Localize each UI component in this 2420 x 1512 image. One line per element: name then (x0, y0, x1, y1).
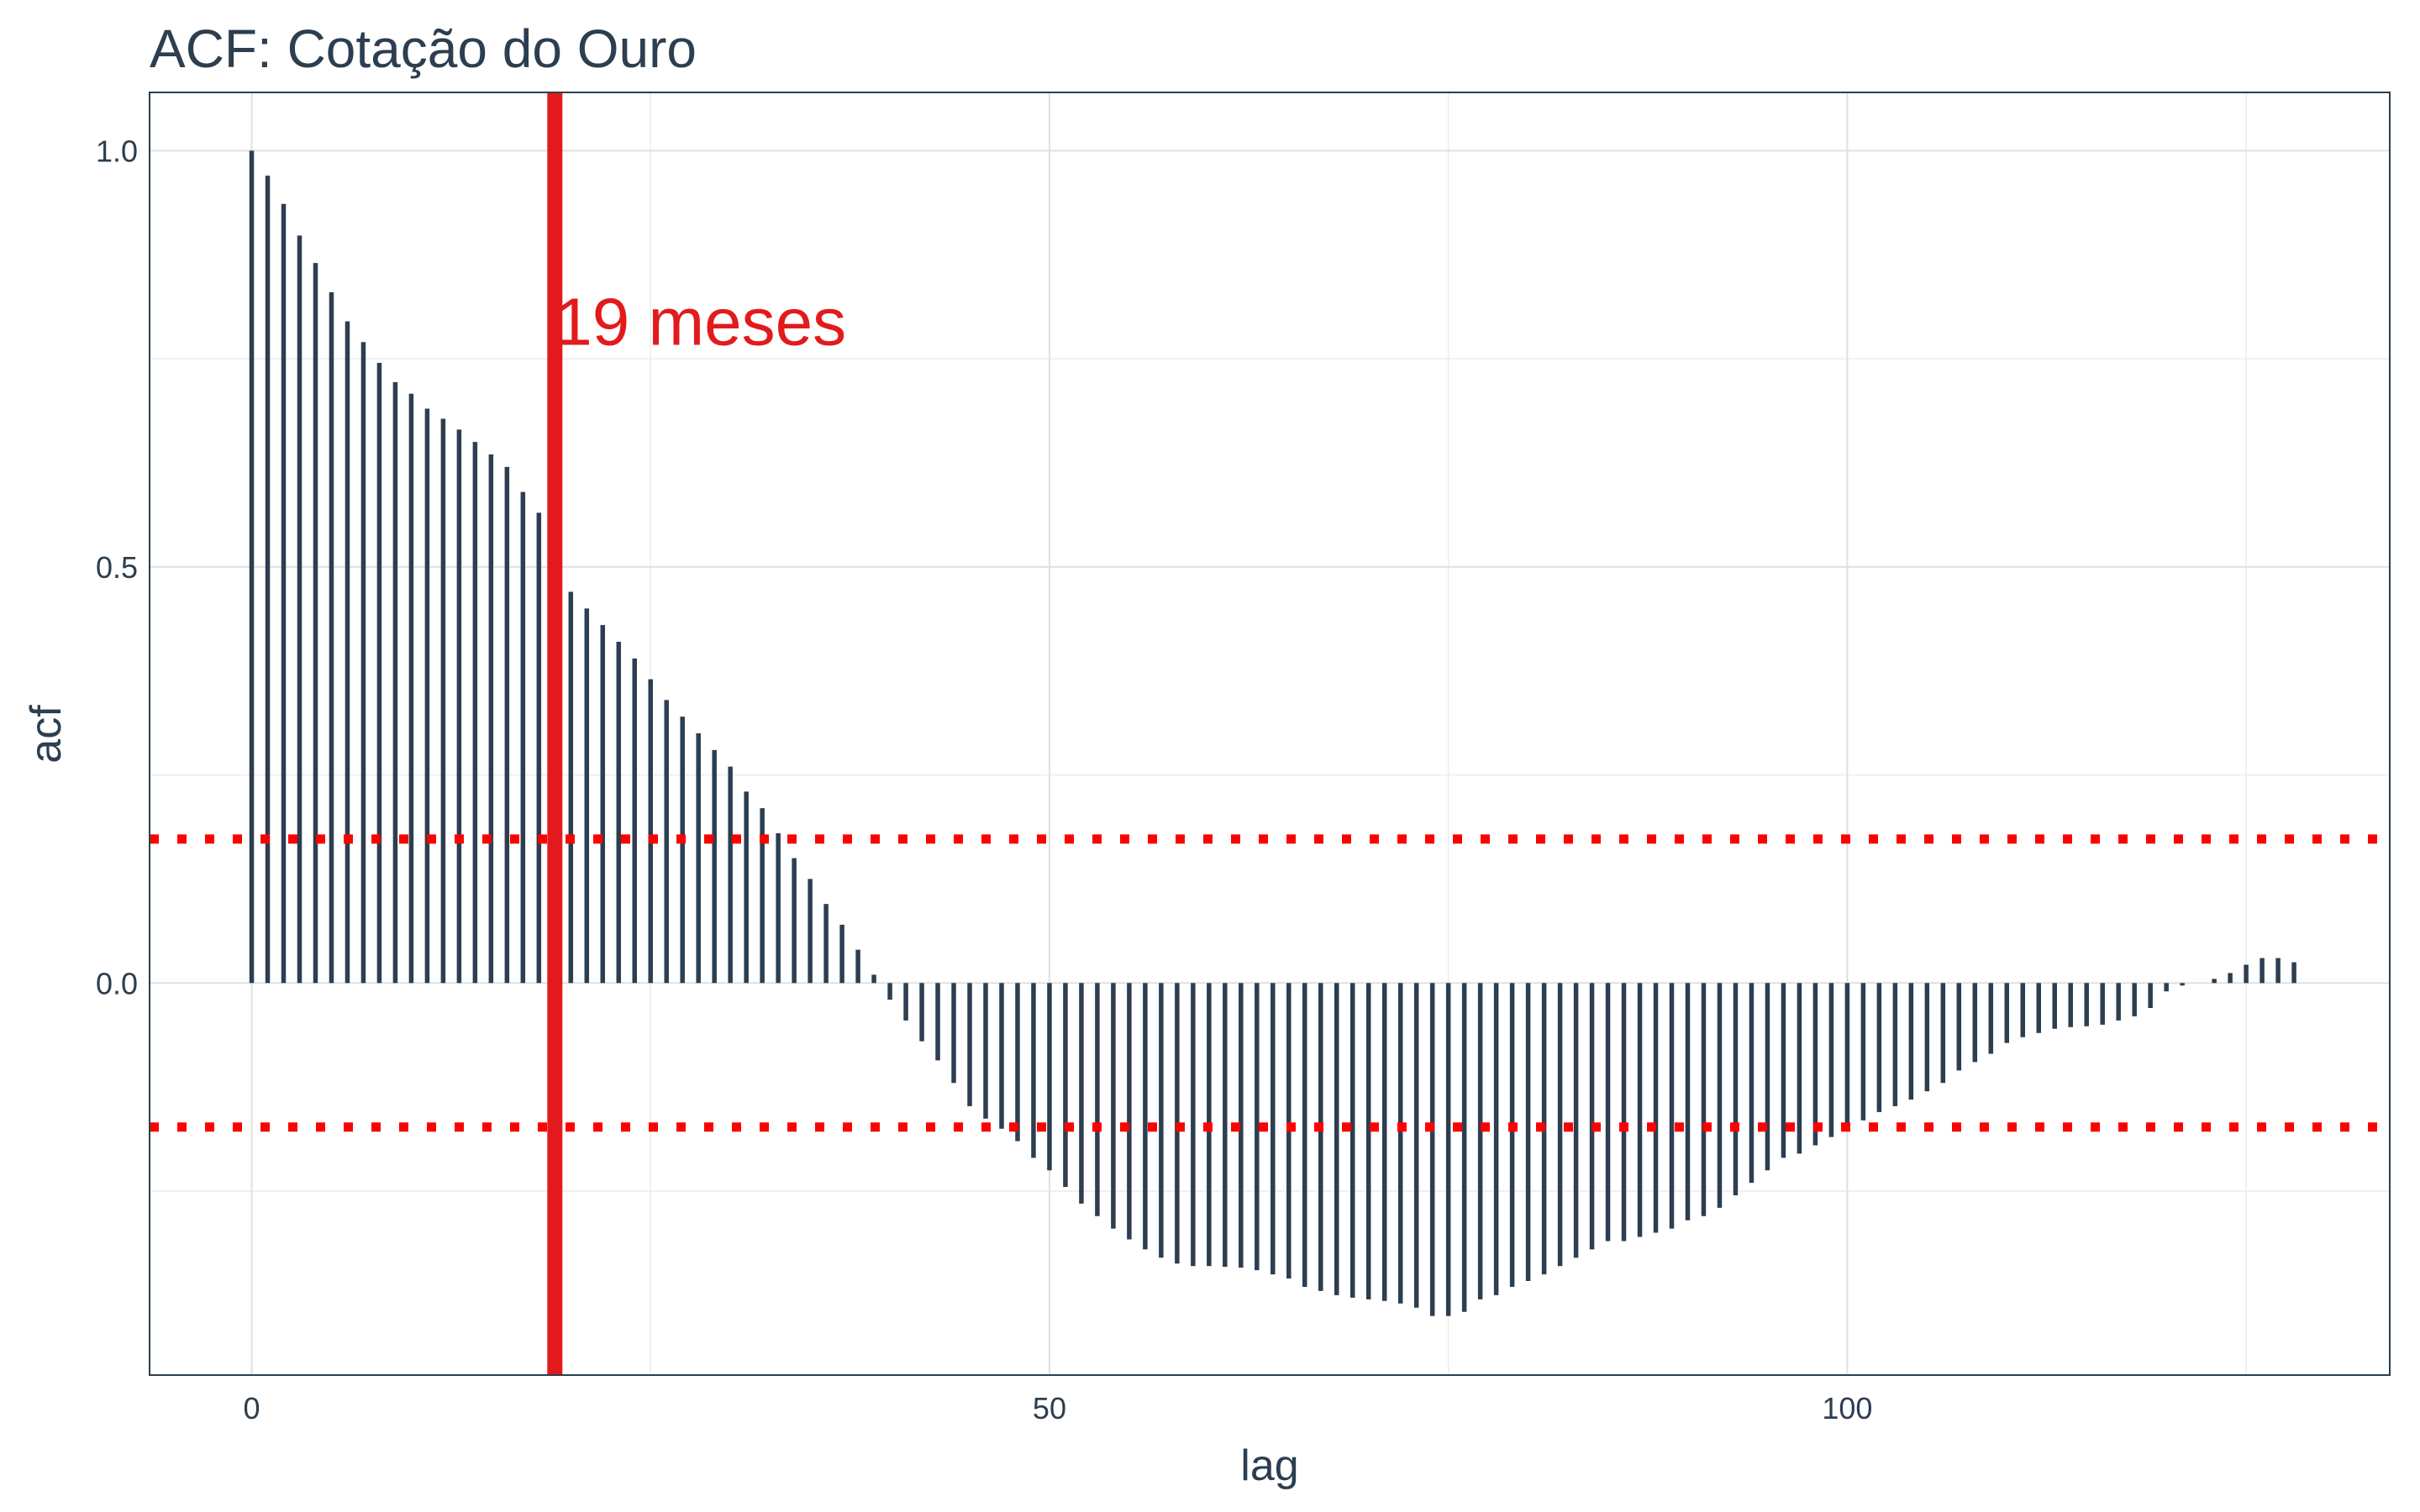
y-axis-label: acf (22, 705, 71, 764)
x-axis-label: lag (1240, 1441, 1298, 1490)
x-tick-label: 100 (1822, 1391, 1872, 1425)
panel-border (149, 92, 2391, 1376)
x-tick-label: 0 (244, 1391, 260, 1425)
y-tick-label: 0.0 (96, 966, 138, 1000)
y-tick-label: 1.0 (96, 134, 138, 168)
chart-title: ACF: Cotação do Ouro (150, 18, 697, 79)
y-tick-label: 0.5 (96, 550, 138, 585)
x-tick-label: 50 (1033, 1391, 1066, 1425)
annotation: 19 meses (555, 285, 846, 360)
